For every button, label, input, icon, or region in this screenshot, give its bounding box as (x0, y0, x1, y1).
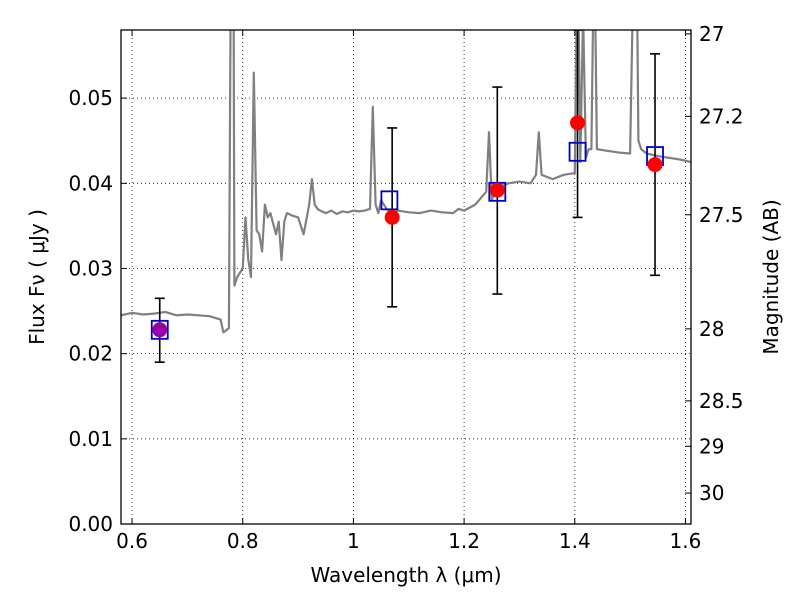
y-tick-label: 0.03 (68, 256, 113, 280)
x-tick-label: 1.6 (670, 529, 702, 553)
spectrum-line (121, 30, 691, 334)
axis-ticks: 0.6 0.8 1 1.2 1.4 1.6 0.00 0.01 0.02 0.03 0.04 0.05… (68, 22, 743, 553)
grid (121, 30, 691, 524)
model-point (568, 141, 587, 162)
y-tick-label: 0.01 (68, 427, 113, 451)
y-tick-label: 0.02 (68, 342, 113, 366)
plot-area (121, 30, 691, 363)
x-tick-label: 1 (347, 529, 360, 553)
x-tick-label: 1.4 (559, 529, 591, 553)
y2-tick-label: 28 (699, 317, 724, 341)
y-tick-label: 0.05 (68, 86, 113, 110)
x-tick-label: 0.6 (116, 529, 148, 553)
y-tick-label: 0.00 (68, 512, 113, 536)
observed-point (384, 209, 400, 225)
plot-frame (120, 29, 692, 525)
x-tick-label: 1.2 (448, 529, 480, 553)
y2-tick-label: 27 (699, 22, 724, 46)
y2-axis-label: Magnitude (AB) (759, 199, 783, 354)
observed-point (570, 115, 586, 131)
y2-tick-label: 28.5 (699, 389, 744, 413)
observed-point (647, 157, 663, 173)
observed-point (489, 182, 505, 198)
y2-tick-label: 30 (699, 481, 724, 505)
observed-point (152, 322, 168, 338)
y2-tick-label: 27.5 (699, 203, 744, 227)
x-tick-label: 0.8 (227, 529, 259, 553)
y2-tick-label: 27.2 (699, 104, 744, 128)
model-point (380, 190, 399, 211)
y2-tick-label: 29 (699, 434, 724, 458)
x-axis-label: Wavelength λ (μm) (310, 563, 501, 587)
y-tick-label: 0.04 (68, 171, 113, 195)
model-point (150, 319, 169, 340)
y-axis-label: Flux Fν ( μJy ) (25, 209, 49, 345)
